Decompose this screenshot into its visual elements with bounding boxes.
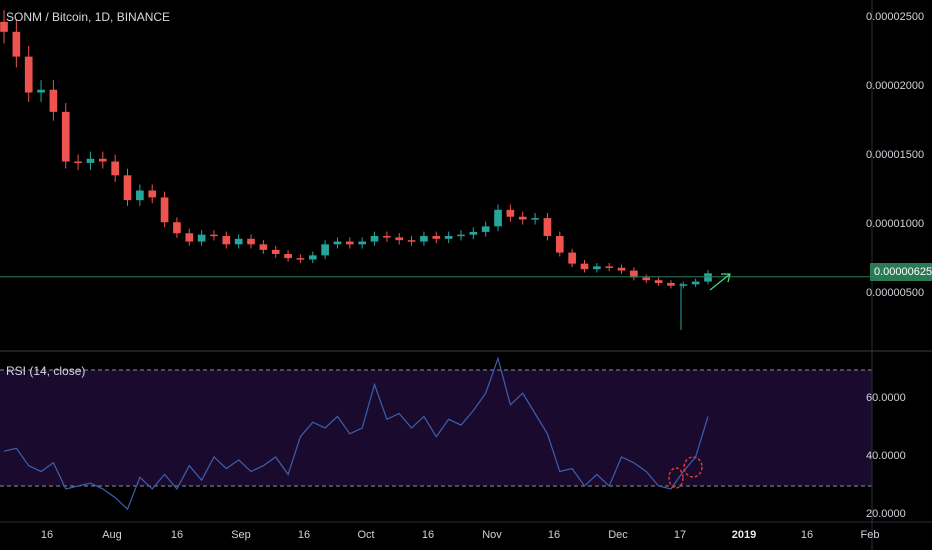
candle-body xyxy=(531,218,539,220)
candle-body xyxy=(86,158,95,163)
candle-body xyxy=(642,277,651,281)
time-tick-label: 17 xyxy=(673,529,687,541)
candle-body xyxy=(173,222,181,234)
candle-body xyxy=(679,284,688,286)
chart-title: SONM / Bitcoin, 1D, BINANCE xyxy=(6,10,171,24)
candle-body xyxy=(333,241,342,245)
candle-body xyxy=(481,226,490,232)
trend-arrow-annotation xyxy=(709,273,731,291)
candle-body xyxy=(383,236,391,238)
candle-body xyxy=(271,249,280,254)
candle-body xyxy=(308,255,317,260)
candle-body xyxy=(61,111,70,162)
candle-body xyxy=(654,280,663,283)
candle-body xyxy=(123,175,132,201)
candle-body xyxy=(593,266,601,270)
time-tick-label: Nov xyxy=(482,529,502,541)
price-tick-label: 0.00000500 xyxy=(866,287,925,299)
candle-body xyxy=(185,233,194,242)
price-tick-label: 0.00001000 xyxy=(866,218,925,230)
time-tick-label: Oct xyxy=(357,529,375,541)
candle-body xyxy=(704,273,712,282)
candle-body xyxy=(543,218,552,237)
candle-body xyxy=(630,270,638,278)
candle-body xyxy=(370,236,379,242)
rsi-indicator-title[interactable]: RSI (14, close) xyxy=(6,364,86,378)
candle-body xyxy=(284,253,292,259)
time-tick-label: 16 xyxy=(170,529,184,541)
candle-body xyxy=(74,161,82,164)
candle-body xyxy=(617,267,626,271)
time-tick-label: 16 xyxy=(297,529,311,541)
price-tick-label: 0.00001500 xyxy=(866,149,925,161)
candle-body xyxy=(210,234,218,237)
time-tick-label: Aug xyxy=(102,529,122,541)
candle-body xyxy=(259,244,268,250)
price-tick-label: 0.00002000 xyxy=(866,80,925,92)
candle-body xyxy=(580,263,589,270)
rsi-tick-label: 20.0000 xyxy=(866,508,906,520)
candle-body xyxy=(234,238,243,245)
candle-body xyxy=(24,56,33,93)
candle-body xyxy=(148,190,157,198)
candle-body xyxy=(457,234,465,237)
time-tick-label: Dec xyxy=(608,529,628,541)
rsi-tick-label: 40.0000 xyxy=(866,450,906,462)
time-tick-label: 16 xyxy=(800,529,814,541)
candle-body xyxy=(395,237,404,241)
time-tick-label: 2019 xyxy=(731,529,757,541)
candle-body xyxy=(555,236,564,253)
time-tick-label: Feb xyxy=(860,529,880,541)
candle-body xyxy=(605,266,614,268)
trend-arrow-head xyxy=(721,273,731,283)
price-tick-label: 0.00002500 xyxy=(866,11,925,23)
candle-body xyxy=(345,241,354,245)
time-tick-label: 16 xyxy=(421,529,435,541)
candle-body xyxy=(691,281,700,285)
candle-body xyxy=(420,236,428,242)
candle-body xyxy=(136,190,144,201)
candle-body xyxy=(111,161,119,176)
candle-body xyxy=(37,89,45,93)
divergence-circle-annotation xyxy=(668,467,684,489)
candle-body xyxy=(407,240,416,242)
candle-body xyxy=(358,241,367,245)
divergence-circle-annotation xyxy=(683,456,703,478)
candle-body xyxy=(321,244,329,256)
candle-body xyxy=(667,282,675,286)
candle-body xyxy=(432,236,441,239)
price-pane[interactable] xyxy=(0,9,872,330)
current-price-tag: 0.00000625 xyxy=(870,263,932,281)
time-tick-label: 16 xyxy=(40,529,54,541)
rsi-line xyxy=(3,356,709,511)
rsi-band-fill xyxy=(0,370,872,486)
candle-body xyxy=(0,21,8,32)
candle-body xyxy=(49,89,58,112)
candle-body xyxy=(222,236,231,245)
candle-body xyxy=(444,236,453,239)
candle-body xyxy=(518,216,527,220)
candle-body xyxy=(197,234,206,242)
candle-body xyxy=(98,158,107,162)
rsi-pane[interactable] xyxy=(0,356,872,511)
candle-body xyxy=(506,209,515,217)
time-tick-label: 16 xyxy=(547,529,561,541)
candle-body xyxy=(247,238,255,245)
candle-body xyxy=(296,258,305,260)
candle-body xyxy=(568,252,576,264)
rsi-tick-label: 60.0000 xyxy=(866,392,906,404)
candle-body xyxy=(12,31,21,57)
candle-body xyxy=(469,231,478,235)
time-tick-label: Sep xyxy=(231,529,251,541)
candle-body xyxy=(494,209,502,227)
candle-body xyxy=(160,197,169,223)
